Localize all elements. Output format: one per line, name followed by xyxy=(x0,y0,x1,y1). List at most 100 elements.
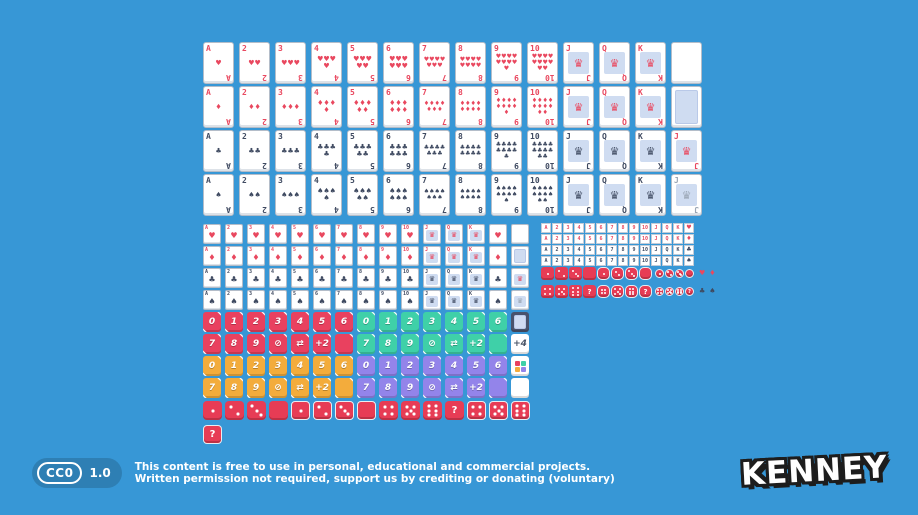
card-rank: Q xyxy=(602,88,607,97)
tiny-dice-row-1: ♥ ♦ xyxy=(541,267,716,280)
card-rank: 2 xyxy=(227,269,231,275)
pip-glyph: ♠ xyxy=(503,197,510,204)
card-rank: Q xyxy=(447,291,451,297)
pip-glyph: ♠ xyxy=(329,187,336,195)
small-card-diamonds-9: 9 ♦ xyxy=(379,246,397,266)
corner-accent xyxy=(392,312,397,317)
card-value: ⊘ xyxy=(274,338,282,349)
corner-accent xyxy=(269,393,274,398)
corner-accent xyxy=(502,378,507,383)
micro-card-diamonds-7: 7 xyxy=(607,234,617,244)
corner-accent xyxy=(502,334,507,339)
pip-glyph: ♥ xyxy=(459,56,466,63)
crown-icon: ♛ xyxy=(573,100,584,114)
card-rank: 3 xyxy=(249,291,253,297)
pip-glyph: ♥ xyxy=(362,62,369,70)
die-pip xyxy=(576,293,579,296)
pip-glyph: ♠ xyxy=(470,194,476,201)
pip-glyph: ♠ xyxy=(475,194,482,201)
small-card-diamonds-4: 4 ♦ xyxy=(269,246,287,266)
card-rank-inverted: 6 xyxy=(406,161,411,170)
suit-pips: ♣ ♣ ♣ ♣ xyxy=(314,141,339,161)
micro-card-hearts-5: 5 xyxy=(585,223,595,233)
playing-card-diamonds-J: J J ♛ xyxy=(563,86,594,128)
pip-glyph: ♥ xyxy=(281,58,288,67)
small-card-hearts-10: 10 ♥ xyxy=(401,224,419,244)
card-rank: A xyxy=(205,247,209,253)
micro-card-hearts-6: 6 xyxy=(596,223,606,233)
card-rank-inverted: A xyxy=(226,117,231,126)
die-face-blank xyxy=(269,401,288,420)
pip-glyph: ♥ xyxy=(542,59,548,66)
card-value: +2 xyxy=(469,382,483,393)
pip-glyph: ♠ xyxy=(506,191,512,198)
corner-accent xyxy=(489,327,494,332)
card-rank-inverted: J xyxy=(586,205,591,214)
face-card-center: ♛ xyxy=(604,96,625,118)
pip-glyph: ♣ xyxy=(531,141,538,148)
corner-accent xyxy=(304,312,309,317)
corner-accent xyxy=(225,371,230,376)
card-rank: Q xyxy=(602,44,607,53)
card-value: ⊘ xyxy=(428,338,436,349)
pip-glyph: ♠ xyxy=(353,187,360,195)
face-card-center: ♛ xyxy=(604,52,625,74)
card-rank-inverted: 3 xyxy=(298,205,303,214)
die-pip xyxy=(548,288,551,291)
die-pip xyxy=(471,412,475,416)
card-rank: 7 xyxy=(337,247,341,253)
card-value: ⇄ xyxy=(296,338,304,349)
pip-glyph: ♦ xyxy=(542,103,548,110)
suit-glyph: ♦ xyxy=(340,252,348,262)
pip-glyph: ♥ xyxy=(495,53,502,60)
suit-pips: ♣ ♣ xyxy=(242,141,267,161)
card-rank: 10 xyxy=(530,176,540,185)
corner-accent xyxy=(379,327,384,332)
color-card-purple-skip: ⊘ xyxy=(423,378,441,398)
die-pip xyxy=(572,287,575,290)
pip-glyph: ♦ xyxy=(501,103,507,110)
suit-glyph: ♣ xyxy=(230,274,238,284)
playing-card-diamonds-6: 6 6 ♦ ♦ ♦ ♦ ♦ ♦ xyxy=(383,86,414,128)
micro-card-diamonds-9: 9 xyxy=(629,234,639,244)
micro-card-clubs-symbol: ♣ xyxy=(684,245,694,255)
card-rank: 5 xyxy=(350,44,355,53)
pip-glyph: ♣ xyxy=(465,144,471,151)
suit-pips: ♠ ♠ ♠ ♠ xyxy=(314,185,339,205)
card-rank: 7 xyxy=(422,132,427,141)
suit-pips: ♦ xyxy=(206,97,231,117)
small-card-diamonds-Q: Q ♛ xyxy=(445,246,463,266)
pip-glyph: ♥ xyxy=(395,55,402,63)
card-value: 1 xyxy=(230,360,238,371)
pip-glyph: ♦ xyxy=(459,106,466,113)
color-card-green-skip: ⊘ xyxy=(423,334,441,354)
card-rank: 5 xyxy=(293,291,297,297)
face-card-center: ♛ xyxy=(470,230,482,241)
suit-glyph: ♦ xyxy=(406,252,414,262)
cc0-badge: CC0 1.0 xyxy=(32,458,122,488)
face-card-center: ♛ xyxy=(426,274,438,285)
color-card-purple-2: 2 xyxy=(401,356,419,376)
die-pip xyxy=(668,290,671,293)
pip-glyph: ♣ xyxy=(215,146,222,155)
pip-glyph: ♦ xyxy=(506,97,512,104)
suit-pips: ♠ ♠ ♠ ♠ ♠ ♠ ♠ ♠ ♠ xyxy=(494,185,519,205)
die-pip xyxy=(604,292,607,295)
micro-card-hearts-Q: Q xyxy=(662,223,672,233)
pip-glyph: ♦ xyxy=(426,106,432,113)
pip-glyph: ♦ xyxy=(434,100,440,107)
die-face-1 xyxy=(655,269,664,278)
micro-card-diamonds-K: K xyxy=(673,234,683,244)
card-rank: 8 xyxy=(359,247,363,253)
card-value: 9 xyxy=(252,382,260,393)
card-rank-inverted: 4 xyxy=(334,117,339,126)
card-value: ⇄ xyxy=(450,338,458,349)
card-rank: 4 xyxy=(271,247,275,253)
color-card-green-reverse: ⇄ xyxy=(445,334,463,354)
card-value: +2 xyxy=(469,338,483,349)
die-pip xyxy=(669,289,672,292)
die-face-5 xyxy=(401,401,420,420)
corner-accent xyxy=(335,393,340,398)
corner-accent xyxy=(216,378,221,383)
card-rank-inverted: 2 xyxy=(262,205,267,214)
